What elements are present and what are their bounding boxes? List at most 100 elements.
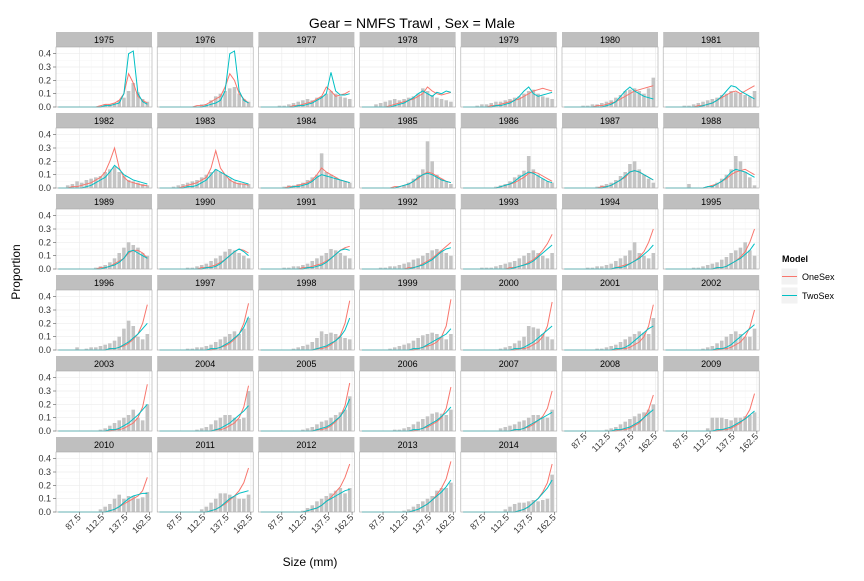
bar [618, 424, 623, 431]
bar [729, 420, 733, 431]
facet-strip [258, 113, 355, 128]
facet-strip [56, 275, 152, 290]
bar [512, 97, 517, 107]
facet-strip-label: 1975 [94, 35, 114, 45]
bar [705, 428, 710, 431]
bar [199, 509, 204, 512]
panel-background [157, 209, 254, 269]
bar [392, 347, 397, 350]
bar [89, 178, 93, 188]
facet-strip-label: 2011 [196, 440, 215, 450]
facet-strip [460, 32, 557, 47]
facet-strip-label: 2014 [499, 440, 519, 450]
bar [614, 180, 618, 188]
bar [136, 417, 140, 431]
panel-border [662, 46, 760, 108]
y-tick-label: 0.1 [38, 251, 51, 261]
bar [416, 93, 420, 107]
bar [232, 181, 237, 188]
bar [411, 506, 416, 512]
bar [503, 509, 508, 512]
y-tick-label: 0.2 [38, 318, 51, 328]
bar [729, 253, 733, 269]
facet-panel-1991: 1991 [258, 194, 355, 270]
bar [512, 504, 517, 512]
bar [378, 103, 383, 107]
bar [117, 420, 121, 431]
bar [503, 100, 508, 107]
bar [550, 253, 554, 269]
facet-panel-1995: 1995 [662, 194, 760, 270]
bar [209, 502, 213, 512]
y-tick-label: 0.4 [38, 130, 51, 140]
bar [246, 318, 251, 350]
bar [310, 177, 315, 188]
bar [545, 181, 550, 188]
bar [536, 174, 540, 188]
facet-panel-1987: 1987 [561, 113, 659, 189]
bar [122, 97, 126, 107]
panel-background [359, 371, 456, 431]
panel-border [156, 370, 254, 432]
bar [112, 423, 117, 431]
bar [715, 262, 719, 269]
facet-panel-2004: 2004 [156, 356, 254, 432]
facet-strip [56, 356, 152, 371]
bar [444, 253, 449, 269]
bar [444, 415, 449, 431]
bar [705, 100, 710, 107]
facet-panel-1997: 1997 [156, 275, 254, 351]
bar [98, 105, 103, 107]
bar [145, 255, 150, 269]
bar [204, 506, 209, 512]
panel-border [156, 451, 254, 513]
facet-strip-label: 1983 [195, 116, 215, 126]
bar [282, 186, 286, 188]
bar [581, 105, 585, 107]
facet-strip-label: 1977 [296, 35, 316, 45]
bar [392, 99, 397, 107]
bar [411, 96, 416, 107]
bar [242, 498, 246, 512]
bar [628, 419, 632, 431]
facet-strip-label: 1979 [499, 35, 519, 45]
panel-border [561, 46, 659, 108]
bar [218, 172, 223, 188]
panel-border [258, 451, 355, 513]
bar [347, 396, 352, 431]
bar [181, 184, 185, 188]
bar [301, 100, 305, 107]
panel-background [258, 371, 355, 431]
bar [646, 258, 651, 269]
bar [383, 101, 388, 107]
bar [614, 427, 618, 431]
y-tick-label: 0.1 [38, 170, 51, 180]
bar [204, 263, 209, 269]
panel-background [258, 209, 355, 269]
bar [287, 104, 291, 107]
bar [65, 185, 70, 188]
bar [628, 250, 632, 269]
panel-border [460, 208, 558, 270]
panel-background [359, 209, 456, 269]
bar [406, 343, 411, 350]
bar [536, 501, 540, 512]
facet-strip-label: 2005 [296, 359, 316, 369]
bar [651, 253, 656, 269]
panel-border [55, 208, 153, 270]
facet-strip [663, 356, 760, 371]
bar [522, 170, 526, 188]
bar [517, 340, 522, 350]
bar [140, 99, 145, 107]
bar [324, 420, 329, 431]
panel-background [562, 128, 658, 188]
facet-strip [56, 437, 152, 452]
facet-strip [359, 437, 456, 452]
y-tick-label: 0.4 [38, 373, 51, 383]
facet-panel-1982: 1982 0.0 0.1 0.2 0.3 0.4 [38, 113, 153, 193]
y-tick-label: 0.3 [38, 62, 51, 72]
bar [449, 101, 453, 107]
panel-border [258, 370, 355, 432]
bar [310, 427, 315, 431]
bar [190, 181, 195, 188]
